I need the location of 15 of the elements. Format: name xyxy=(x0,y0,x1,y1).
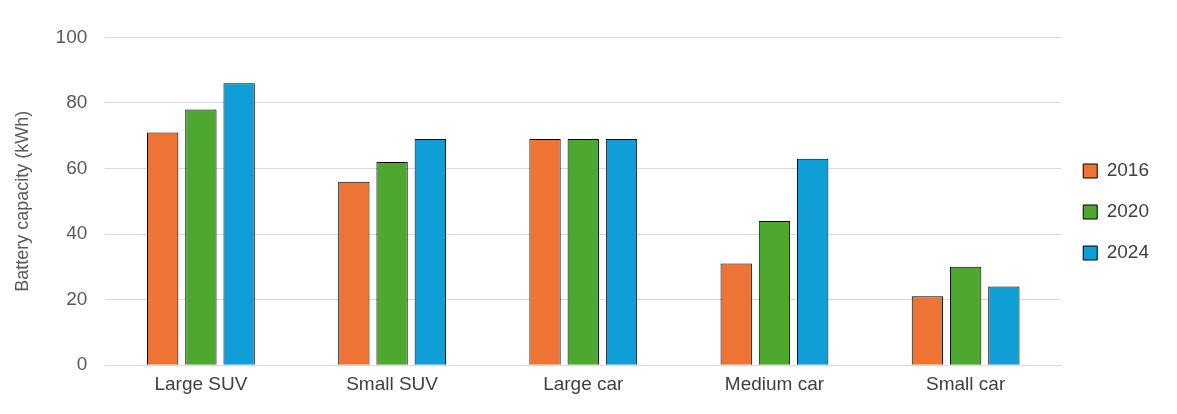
legend-label: 2020 xyxy=(1106,200,1150,222)
y-tick-label: 40 xyxy=(66,222,88,244)
y-tick-label: 0 xyxy=(76,353,88,375)
legend-label: 2024 xyxy=(1106,241,1150,263)
x-tick-label: Large car xyxy=(543,372,625,394)
x-tick-label: Medium car xyxy=(724,372,825,394)
y-tick-label: 100 xyxy=(55,25,88,47)
y-tick-label: 60 xyxy=(66,156,88,178)
y-tick-label: 80 xyxy=(66,91,88,113)
legend-label: 2016 xyxy=(1106,159,1150,181)
x-tick-label: Small SUV xyxy=(346,372,439,394)
y-axis-title: Battery capacity (kWh) xyxy=(11,110,32,292)
x-tick-label: Large SUV xyxy=(154,372,248,394)
y-tick-label: 20 xyxy=(66,287,88,309)
x-tick-label: Small car xyxy=(926,372,1006,394)
